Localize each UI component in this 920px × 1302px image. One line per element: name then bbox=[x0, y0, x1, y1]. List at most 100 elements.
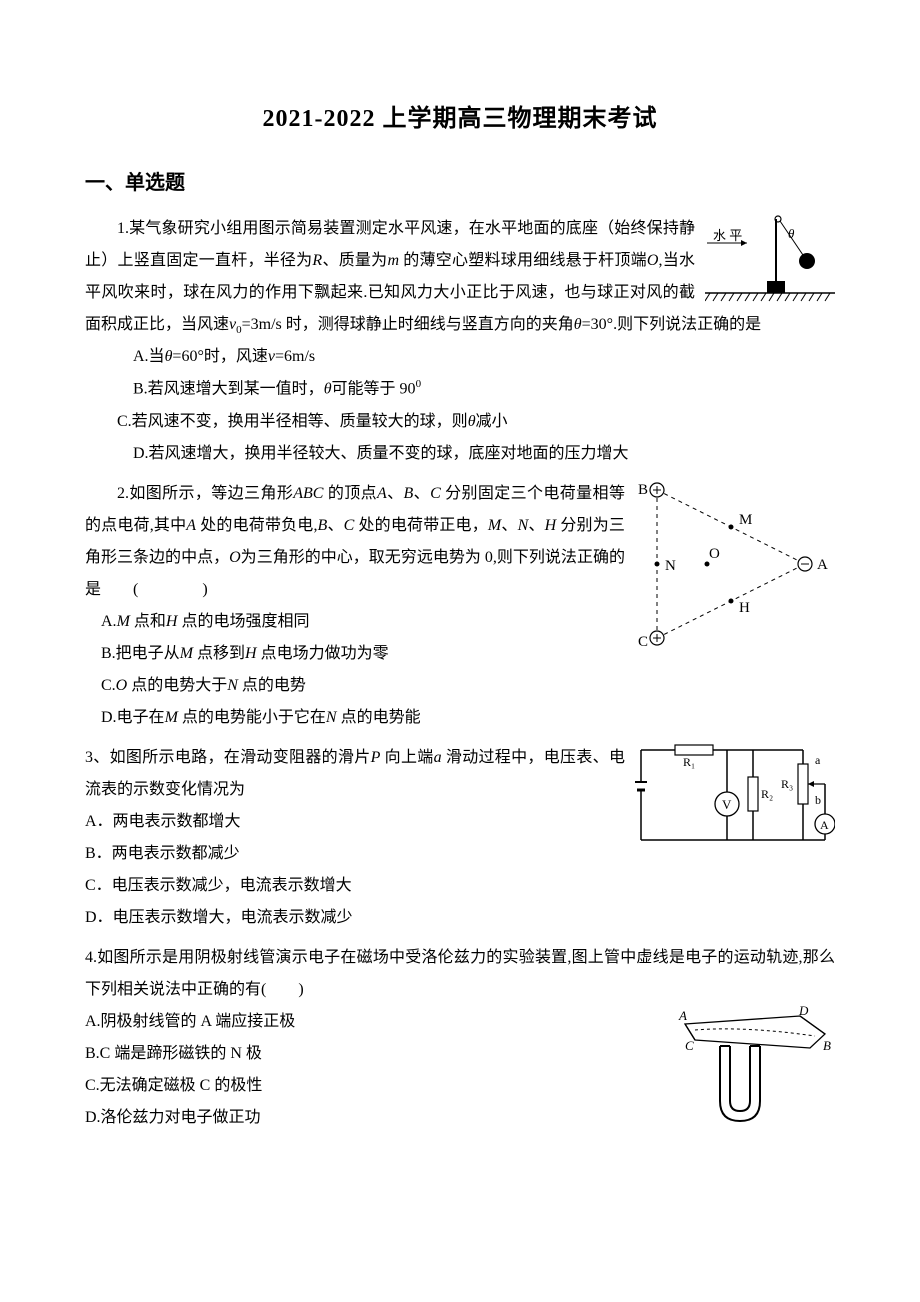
q2-C: C bbox=[638, 634, 648, 650]
q2-A: A bbox=[817, 557, 828, 573]
q1a1: A.当 bbox=[133, 348, 165, 365]
q3-a: a bbox=[815, 753, 821, 767]
q2c5: 点的电势 bbox=[238, 677, 306, 694]
q2abc: ABC bbox=[293, 485, 323, 502]
q1-t6: =30°.则下列说法正确的是 bbox=[582, 316, 761, 333]
q1c1: C.若风速不变，换用半径相等、质量较大的球，则 bbox=[117, 413, 468, 430]
q2a4: H bbox=[166, 613, 178, 630]
section-heading: 一、单选题 bbox=[85, 163, 835, 203]
q2d4: N bbox=[326, 709, 337, 726]
q1a3: =60°时，风速 bbox=[172, 348, 267, 365]
q1c3: 减小 bbox=[476, 413, 508, 430]
q2vm: M bbox=[488, 517, 501, 534]
q3-V: V bbox=[722, 797, 732, 812]
q1-optD: D.若风速增大，换用半径较大、质量不变的球，底座对地面的压力增大 bbox=[85, 438, 835, 470]
q3p: P bbox=[371, 749, 381, 766]
q1-O: O bbox=[647, 252, 659, 269]
q2s2: 的顶点 bbox=[323, 485, 377, 502]
q1-optB: B.若风速增大到某一值时，θ可能等于 900 bbox=[85, 373, 835, 405]
q3s1: 3、如图所示电路，在滑动变阻器的滑片 bbox=[85, 749, 371, 766]
q2vo: O bbox=[229, 549, 241, 566]
q2a1: A. bbox=[101, 613, 117, 630]
q2vh: H bbox=[545, 517, 557, 534]
q2b1: B.把电子从 bbox=[101, 645, 180, 662]
q2d3: 点的电势能小于它在 bbox=[178, 709, 326, 726]
q1-R: R bbox=[312, 252, 322, 269]
q2d2: M bbox=[165, 709, 178, 726]
q2-figure: B C A M H N O bbox=[635, 478, 835, 653]
q2c1: C. bbox=[101, 677, 116, 694]
q1b1: B.若风速增大到某一值时， bbox=[133, 381, 324, 398]
q2-H: H bbox=[739, 600, 750, 616]
q2b2: M bbox=[180, 645, 193, 662]
q2s3: 、 bbox=[387, 485, 404, 502]
q2-B: B bbox=[638, 482, 648, 498]
q3-figure: R₁ R₂ V R₃ a b A bbox=[635, 742, 835, 847]
q2s8: 处的电荷带正电， bbox=[354, 517, 488, 534]
q3-optD: D．电压表示数增大，电流表示数减少 bbox=[85, 902, 835, 934]
q2vb: B bbox=[404, 485, 414, 502]
q3a: a bbox=[434, 749, 442, 766]
q2a5: 点的电场强度相同 bbox=[177, 613, 309, 630]
q1-t2: 、质量为 bbox=[322, 252, 387, 269]
q2a2: M bbox=[117, 613, 130, 630]
q2vn: N bbox=[518, 517, 529, 534]
q2vb2: B bbox=[317, 517, 327, 534]
q1-optC: C.若风速不变，换用半径相等、质量较大的球，则θ减小 bbox=[85, 406, 835, 438]
q3-A: A bbox=[820, 818, 829, 832]
q4-D: D bbox=[798, 1006, 809, 1018]
q2s7: 、 bbox=[327, 517, 343, 534]
q2d1: D.电子在 bbox=[101, 709, 165, 726]
q2s4: 、 bbox=[413, 485, 430, 502]
q3-R2: R₂ bbox=[761, 787, 773, 801]
q2b4: H bbox=[245, 645, 257, 662]
q2va2: A bbox=[186, 517, 196, 534]
q1-t5: =3m/s 时，测得球静止时细线与竖直方向的夹角 bbox=[242, 316, 574, 333]
q2s9: 、 bbox=[501, 517, 517, 534]
q2b5: 点电场力做功为零 bbox=[257, 645, 389, 662]
q4-figure: A B C D bbox=[665, 1006, 835, 1126]
q2vc: C bbox=[430, 485, 441, 502]
q1-optA: A.当θ=60°时，风速v=6m/s bbox=[85, 341, 835, 373]
q1b4: 0 bbox=[416, 378, 422, 390]
q1-m: m bbox=[387, 252, 399, 269]
q2s10: 、 bbox=[528, 517, 544, 534]
q4-A: A bbox=[678, 1008, 687, 1023]
q1a4: v bbox=[268, 348, 275, 365]
q2-N: N bbox=[665, 558, 676, 574]
q4-B: B bbox=[823, 1038, 831, 1053]
q4-stem: 4.如图所示是用阴极射线管演示电子在磁场中受洛伦兹力的实验装置,图上管中虚线是电… bbox=[85, 942, 835, 1006]
q1b3: 可能等于 90 bbox=[332, 381, 416, 398]
q1-wind-label: 水 平 bbox=[713, 228, 742, 243]
q2va: A bbox=[377, 485, 387, 502]
q2-M: M bbox=[739, 512, 752, 528]
q3-optC: C．电压表示数减少，电流表示数增大 bbox=[85, 870, 835, 902]
question-4: 4.如图所示是用阴极射线管演示电子在磁场中受洛伦兹力的实验装置,图上管中虚线是电… bbox=[85, 942, 835, 1134]
q2vc2: C bbox=[344, 517, 355, 534]
q3s2: 向上端 bbox=[380, 749, 433, 766]
q2a3: 点和 bbox=[130, 613, 166, 630]
q2s1: 2.如图所示，等边三角形 bbox=[117, 485, 293, 502]
q2c3: 点的电势大于 bbox=[127, 677, 227, 694]
page-title: 2021-2022 上学期高三物理期末考试 bbox=[85, 95, 835, 143]
q3-R3: R₃ bbox=[781, 777, 793, 791]
question-2: B C A M H N O 2.如图所示，等边三角形ABC 的顶点A、B、C 分… bbox=[85, 478, 835, 734]
q2d5: 点的电势能 bbox=[337, 709, 421, 726]
q1-t3: 的薄空心塑料球用细线悬于杆顶端 bbox=[399, 252, 647, 269]
q2c4: N bbox=[227, 677, 238, 694]
question-1: θ 水 平 1.某气象研究小组用图示简易装置测定水平风速，在水平地面的底座（始终… bbox=[85, 213, 835, 470]
q2-optC: C.O 点的电势大于N 点的电势 bbox=[85, 670, 835, 702]
q1-figure: θ 水 平 bbox=[705, 213, 835, 308]
q1c2: θ bbox=[468, 413, 476, 430]
q1-angle-label: θ bbox=[788, 226, 795, 241]
q2b3: 点移到 bbox=[193, 645, 245, 662]
q2-O: O bbox=[709, 546, 720, 562]
q1-theta: θ bbox=[574, 316, 582, 333]
q2s6: 处的电荷带负电, bbox=[196, 517, 317, 534]
question-3: R₁ R₂ V R₃ a b A bbox=[85, 742, 835, 934]
q3-R1: R₁ bbox=[683, 755, 695, 769]
q4-C: C bbox=[685, 1038, 694, 1053]
q3-b: b bbox=[815, 793, 821, 807]
q2-optD: D.电子在M 点的电势能小于它在N 点的电势能 bbox=[85, 702, 835, 734]
q1b2: θ bbox=[324, 381, 332, 398]
